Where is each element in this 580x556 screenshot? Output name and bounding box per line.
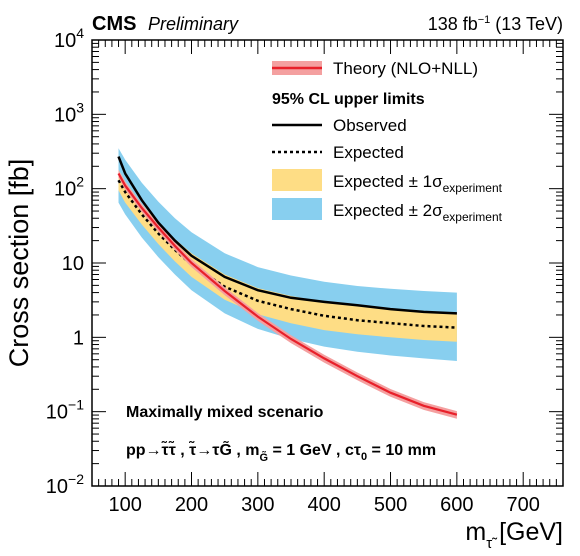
y-axis-title: Cross section [fb] — [4, 159, 34, 368]
legend-expected-label: Expected — [333, 143, 404, 162]
y-tick-label: 104 — [54, 25, 84, 52]
x-tick-label: 100 — [108, 494, 141, 516]
x-axis-title: mτ̃ [GeV] — [465, 518, 563, 552]
y-tick-label: 10−1 — [46, 397, 84, 424]
limit-curves — [117, 156, 458, 419]
luminosity-label: 138 fb−1 (13 TeV) — [428, 14, 563, 34]
x-tick-label: 600 — [440, 494, 473, 516]
y-tick-label: 10 — [62, 253, 84, 275]
preliminary-label: Preliminary — [148, 14, 239, 34]
x-tick-label: 400 — [307, 494, 340, 516]
legend-theory-label: Theory (NLO+NLL) — [333, 59, 478, 78]
legend-heading: 95% CL upper limits — [272, 91, 425, 108]
y-tick-label: 103 — [54, 99, 84, 126]
y-axis-ticks: 10−2 10−1 1 10 102 103 104 — [46, 25, 563, 498]
x-tick-label: 700 — [507, 494, 540, 516]
x-tick-label: 200 — [175, 494, 208, 516]
y-tick-label: 102 — [54, 174, 84, 201]
experiment-label: CMS — [92, 13, 136, 35]
legend-1sigma-swatch — [272, 169, 322, 191]
legend: Theory (NLO+NLL) 95% CL upper limits Obs… — [272, 59, 503, 224]
scenario-annotation: Maximally mixed scenario — [126, 404, 324, 421]
legend-observed-label: Observed — [333, 116, 407, 135]
theory-line — [117, 172, 458, 416]
y-tick-label: 10−2 — [46, 471, 84, 498]
expected-limit-line — [117, 179, 457, 329]
legend-1sigma-label: Expected ± 1σexperiment — [333, 172, 503, 195]
y-tick-label: 1 — [73, 327, 84, 349]
process-annotation: pp→τ̃τ̃ , τ̃→τG̃ , mG̃ = 1 GeV , cτ0 = 1… — [126, 439, 436, 464]
observed-limit-line — [117, 156, 457, 315]
x-axis-ticks: 100 200 300 400 500 600 700 — [98, 40, 557, 516]
legend-2sigma-swatch — [272, 198, 322, 220]
legend-2sigma-label: Expected ± 2σexperiment — [333, 201, 503, 224]
x-tick-label: 300 — [241, 494, 274, 516]
x-tick-label: 500 — [374, 494, 407, 516]
